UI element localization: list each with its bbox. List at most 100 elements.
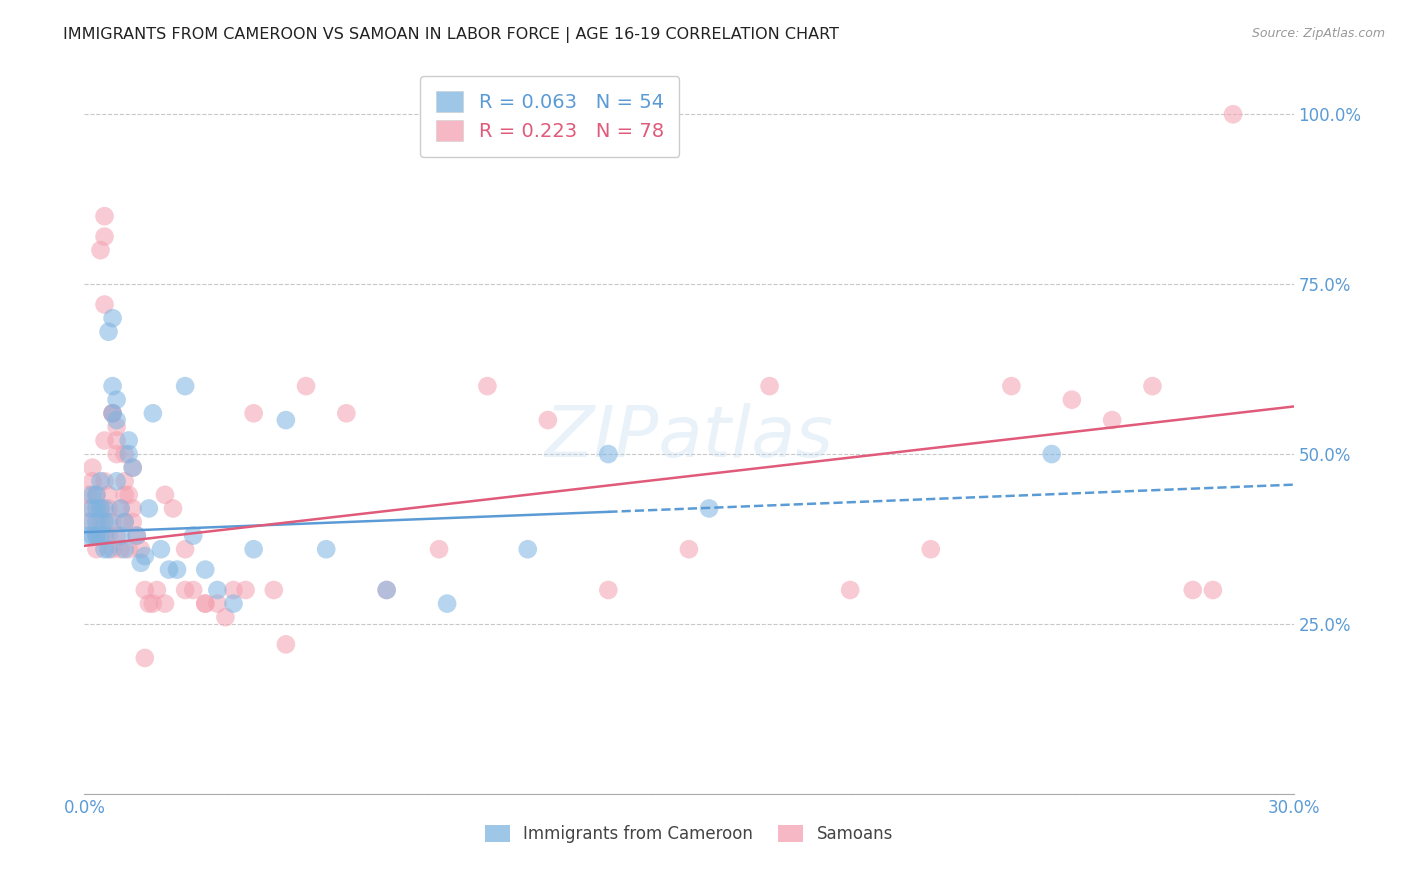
Point <box>82 528 104 542</box>
Point <box>153 597 176 611</box>
Point <box>114 475 136 489</box>
Point <box>110 528 132 542</box>
Point <box>1060 392 1083 407</box>
Point <box>315 542 337 557</box>
Point <box>242 542 264 557</box>
Point <box>598 582 620 597</box>
Point <box>97 515 120 529</box>
Point <box>295 379 318 393</box>
Point <box>93 515 115 529</box>
Point <box>110 542 132 557</box>
Point <box>97 488 120 502</box>
Point <box>110 501 132 516</box>
Point <box>89 501 111 516</box>
Point <box>93 542 115 557</box>
Point <box>77 488 100 502</box>
Point <box>89 501 111 516</box>
Legend: Immigrants from Cameroon, Samoans: Immigrants from Cameroon, Samoans <box>478 818 900 850</box>
Point <box>598 447 620 461</box>
Point <box>89 243 111 257</box>
Point <box>82 501 104 516</box>
Point <box>97 501 120 516</box>
Point <box>142 597 165 611</box>
Point <box>77 528 100 542</box>
Point <box>82 515 104 529</box>
Point <box>839 582 862 597</box>
Point <box>118 434 141 448</box>
Point <box>146 582 169 597</box>
Point <box>86 515 108 529</box>
Point <box>114 515 136 529</box>
Point <box>537 413 560 427</box>
Point <box>142 406 165 420</box>
Text: Source: ZipAtlas.com: Source: ZipAtlas.com <box>1251 27 1385 40</box>
Point <box>105 434 128 448</box>
Point <box>477 379 499 393</box>
Point <box>93 297 115 311</box>
Point <box>222 597 245 611</box>
Point <box>134 582 156 597</box>
Point <box>86 542 108 557</box>
Point <box>118 542 141 557</box>
Point <box>93 229 115 244</box>
Point <box>97 542 120 557</box>
Point <box>82 475 104 489</box>
Point <box>1040 447 1063 461</box>
Point <box>89 515 111 529</box>
Point <box>89 475 111 489</box>
Point <box>436 597 458 611</box>
Point <box>101 406 124 420</box>
Point <box>166 563 188 577</box>
Point <box>181 582 204 597</box>
Point <box>138 501 160 516</box>
Point <box>516 542 538 557</box>
Point <box>174 582 197 597</box>
Point <box>110 501 132 516</box>
Point <box>97 325 120 339</box>
Point <box>121 501 143 516</box>
Point <box>274 413 297 427</box>
Point <box>114 542 136 557</box>
Point <box>181 528 204 542</box>
Point <box>105 420 128 434</box>
Point <box>105 528 128 542</box>
Point <box>375 582 398 597</box>
Point <box>86 528 108 542</box>
Point <box>194 563 217 577</box>
Point <box>1181 582 1204 597</box>
Point <box>129 542 152 557</box>
Point <box>101 406 124 420</box>
Point <box>1222 107 1244 121</box>
Point <box>86 488 108 502</box>
Point <box>118 488 141 502</box>
Point <box>93 528 115 542</box>
Point <box>82 488 104 502</box>
Point <box>101 379 124 393</box>
Point <box>121 515 143 529</box>
Point <box>97 528 120 542</box>
Point <box>121 460 143 475</box>
Point <box>242 406 264 420</box>
Point <box>86 501 108 516</box>
Point <box>77 501 100 516</box>
Point <box>114 488 136 502</box>
Point <box>93 501 115 516</box>
Point <box>678 542 700 557</box>
Point <box>222 582 245 597</box>
Point <box>335 406 357 420</box>
Point <box>86 528 108 542</box>
Point <box>194 597 217 611</box>
Point <box>1142 379 1164 393</box>
Point <box>105 475 128 489</box>
Point <box>274 637 297 651</box>
Point <box>149 542 172 557</box>
Point <box>697 501 720 516</box>
Point <box>375 582 398 597</box>
Point <box>93 209 115 223</box>
Text: IMMIGRANTS FROM CAMEROON VS SAMOAN IN LABOR FORCE | AGE 16-19 CORRELATION CHART: IMMIGRANTS FROM CAMEROON VS SAMOAN IN LA… <box>63 27 839 43</box>
Point <box>758 379 780 393</box>
Point <box>125 528 148 542</box>
Point <box>207 582 229 597</box>
Point <box>1202 582 1225 597</box>
Point <box>121 460 143 475</box>
